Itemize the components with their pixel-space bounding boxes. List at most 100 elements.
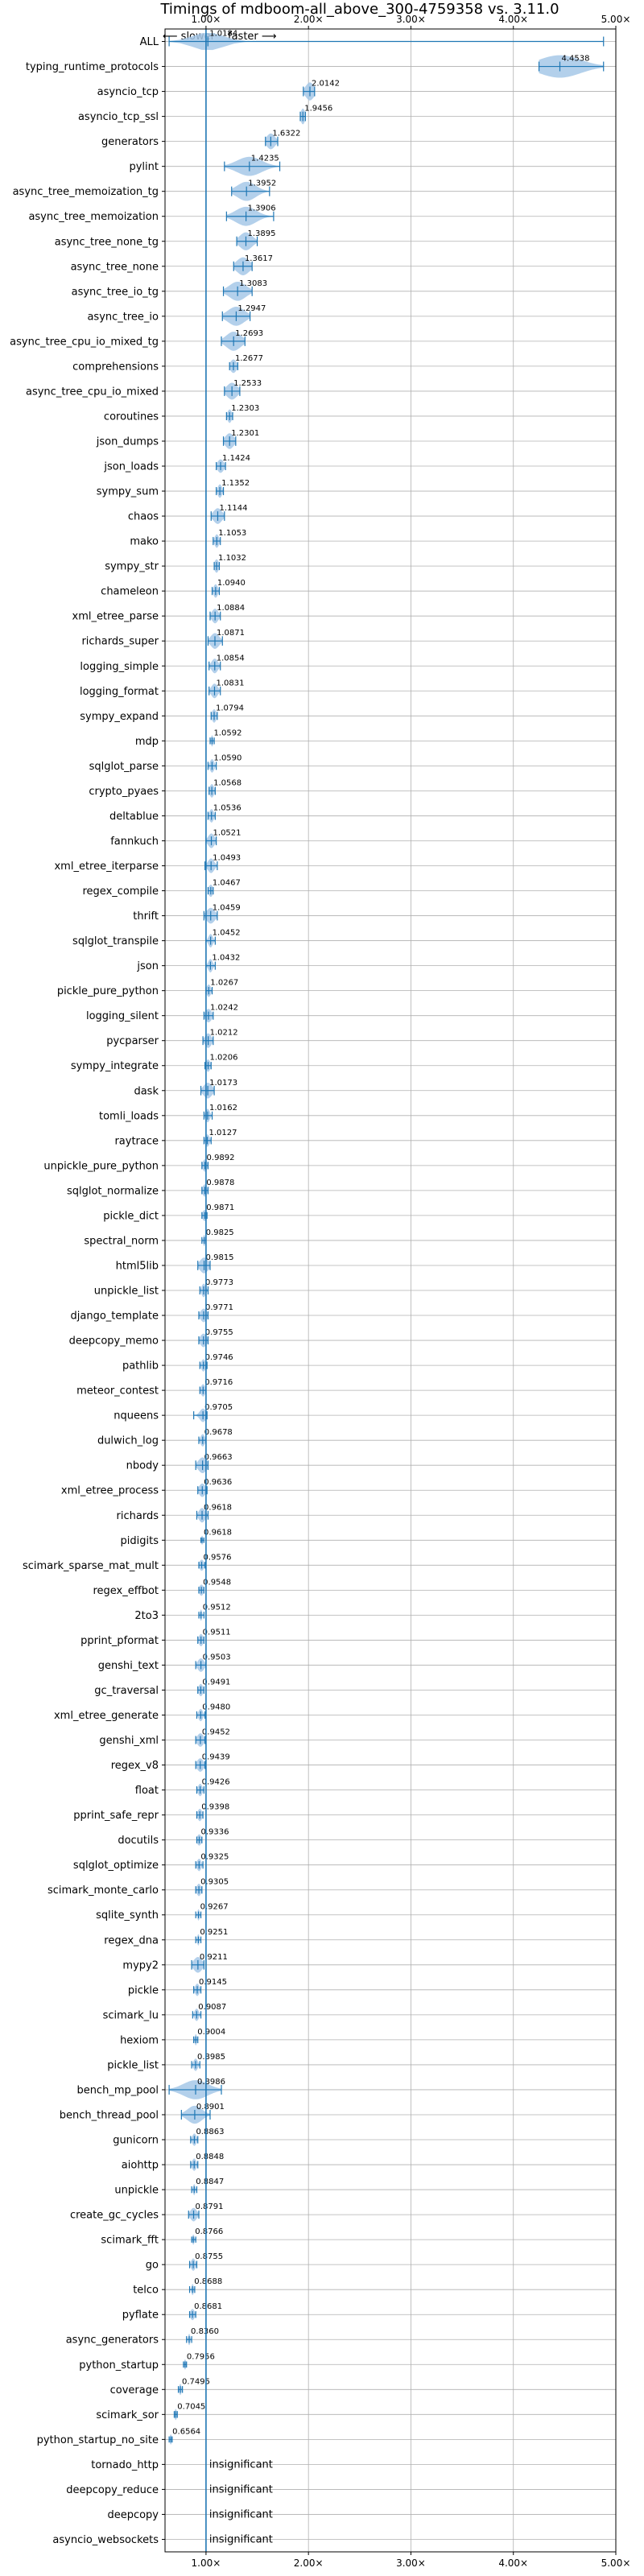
mean-data-label: 0.9480 <box>202 1703 230 1712</box>
mean-data-label: 1.0432 <box>212 954 240 963</box>
category-label: pylint <box>129 161 159 173</box>
violins: 1.0184 4.4538 2.0142 1.9456 1.6322 1.4235 1.39… <box>168 29 605 2552</box>
category-label: sqlglot_normalize <box>67 1185 159 1197</box>
category-label: async_tree_cpu_io_mixed_tg <box>10 336 159 348</box>
category-label: async_tree_io <box>87 311 159 323</box>
category-label: genshi_xml <box>99 1735 159 1747</box>
x-tick-label-top: 2.00× <box>294 14 324 25</box>
category-label: xml_etree_parse <box>72 611 159 623</box>
category-label: pprint_safe_repr <box>73 1810 159 1822</box>
category-label: pickle <box>128 1984 159 1996</box>
category-label: mako <box>130 536 159 548</box>
mean-data-label: 0.9398 <box>201 1803 229 1812</box>
category-label: async_tree_none_tg <box>55 236 159 248</box>
x-axis-ticks: 1.00× 1.00× 2.00× 2.00× 3.00× 3.00× 4.00× 4.00×… <box>162 14 630 2569</box>
mean-data-label: 0.7956 <box>187 2352 215 2361</box>
mean-data-label: 1.0173 <box>209 1079 237 1088</box>
mean-data-label: 0.8360 <box>191 2327 219 2336</box>
category-label: regex_dna <box>104 1934 159 1946</box>
mean-data-label: 1.9456 <box>304 105 332 114</box>
category-label: unpickle <box>114 2185 159 2197</box>
mean-data-label: 1.0162 <box>209 1104 237 1113</box>
mean-data-label: 0.9618 <box>204 1503 232 1512</box>
category-label: float <box>135 1785 159 1797</box>
category-label: pprint_pformat <box>80 1635 159 1647</box>
mean-data-label: 1.0184 <box>209 30 237 39</box>
mean-data-label: 1.0212 <box>210 1029 238 1038</box>
category-label: asyncio_tcp <box>97 86 159 98</box>
mean-data-label: 1.3617 <box>245 254 273 263</box>
mean-data-label: 0.8863 <box>196 2128 224 2136</box>
category-label: tomli_loads <box>99 1110 159 1122</box>
category-label: comprehensions <box>72 361 159 373</box>
mean-data-label: 0.9211 <box>200 1953 228 1962</box>
mean-data-label: 1.2693 <box>235 329 263 338</box>
mean-data-label: 1.0940 <box>217 579 246 588</box>
mean-data-label: 1.0831 <box>216 679 244 687</box>
mean-data-label: 1.0452 <box>213 929 241 938</box>
x-tick-label-bottom: 1.00× <box>192 2557 221 2569</box>
category-label: typing_runtime_protocols <box>26 61 159 73</box>
category-label: async_tree_cpu_io_mixed <box>26 386 159 398</box>
category-label: regex_v8 <box>111 1760 159 1772</box>
category-label: deepcopy <box>107 2509 159 2521</box>
mean-data-label: 0.8985 <box>197 2053 225 2062</box>
mean-data-label: 2.0142 <box>312 80 340 89</box>
category-label: xml_etree_generate <box>54 1710 159 1722</box>
mean-data-label: 1.1424 <box>222 454 250 463</box>
mean-data-label: 0.9618 <box>204 1528 232 1537</box>
mean-data-label: 0.9892 <box>207 1154 235 1162</box>
mean-data-label: 1.3952 <box>248 180 276 188</box>
category-label: gunicorn <box>113 2135 159 2147</box>
mean-data-label: 0.9548 <box>203 1578 231 1587</box>
category-label: pickle_pure_python <box>57 985 159 997</box>
category-label: unpickle_pure_python <box>43 1160 159 1172</box>
category-label: bench_thread_pool <box>60 2109 159 2121</box>
category-labels: ALL typing_runtime_protocols asyncio_tcpas… <box>10 36 159 2546</box>
mean-data-label: 1.0590 <box>213 753 242 762</box>
x-tick-label-top: 3.00× <box>396 14 426 25</box>
category-label: json_dumps <box>96 436 159 448</box>
mean-data-label: 0.7495 <box>182 2377 210 2386</box>
mean-data-label: 0.9267 <box>200 1903 229 1912</box>
mean-data-label: 0.9336 <box>200 1828 229 1837</box>
category-label: asyncio_websockets <box>52 2534 159 2546</box>
mean-data-label: 1.2303 <box>231 404 259 413</box>
x-tick-label-bottom: 2.00× <box>294 2557 324 2569</box>
category-label: json <box>136 960 159 972</box>
mean-data-label: 0.9705 <box>204 1403 233 1412</box>
mean-data-label: 0.9439 <box>202 1753 230 1762</box>
category-label: logging_format <box>80 686 159 698</box>
mean-data-label: 1.0206 <box>210 1054 238 1063</box>
category-label: docutils <box>118 1835 159 1847</box>
mean-data-label: 0.8681 <box>194 2302 222 2311</box>
category-label: pickle_list <box>107 2059 159 2071</box>
category-label: sqlite_synth <box>96 1909 159 1922</box>
category-label: chameleon <box>101 586 159 598</box>
category-label: async_tree_io_tg <box>72 286 159 298</box>
mean-data-label: 0.9576 <box>204 1553 232 1562</box>
category-label: pathlib <box>122 1360 159 1373</box>
category-label: regex_compile <box>82 886 159 898</box>
category-label: thrift <box>133 910 159 923</box>
x-tick-label-bottom: 4.00× <box>498 2557 528 2569</box>
x-tick-label-top: 4.00× <box>498 14 528 25</box>
category-label: logging_simple <box>80 661 159 673</box>
mean-data-label: 0.8986 <box>197 2078 225 2087</box>
mean-data-label: 0.9825 <box>206 1228 234 1237</box>
chart-title: Timings of mdboom-all_above_300-4759358 … <box>159 1 559 18</box>
category-label: json_loads <box>103 461 159 473</box>
mean-data-label: 0.9773 <box>205 1278 233 1287</box>
category-label: dask <box>134 1085 159 1097</box>
category-label: raytrace <box>114 1135 159 1147</box>
category-label: coroutines <box>104 411 159 423</box>
mean-data-label: 1.2533 <box>233 379 262 388</box>
category-label: deltablue <box>109 811 159 823</box>
category-label: scimark_sparse_mat_mult <box>23 1560 159 1572</box>
category-label: gc_traversal <box>94 1685 159 1697</box>
mean-data-label: 1.3083 <box>239 279 267 288</box>
mean-data-label: 0.9771 <box>205 1303 233 1312</box>
category-label: bench_mp_pool <box>76 2084 159 2096</box>
mean-data-label: 0.9871 <box>206 1203 234 1212</box>
